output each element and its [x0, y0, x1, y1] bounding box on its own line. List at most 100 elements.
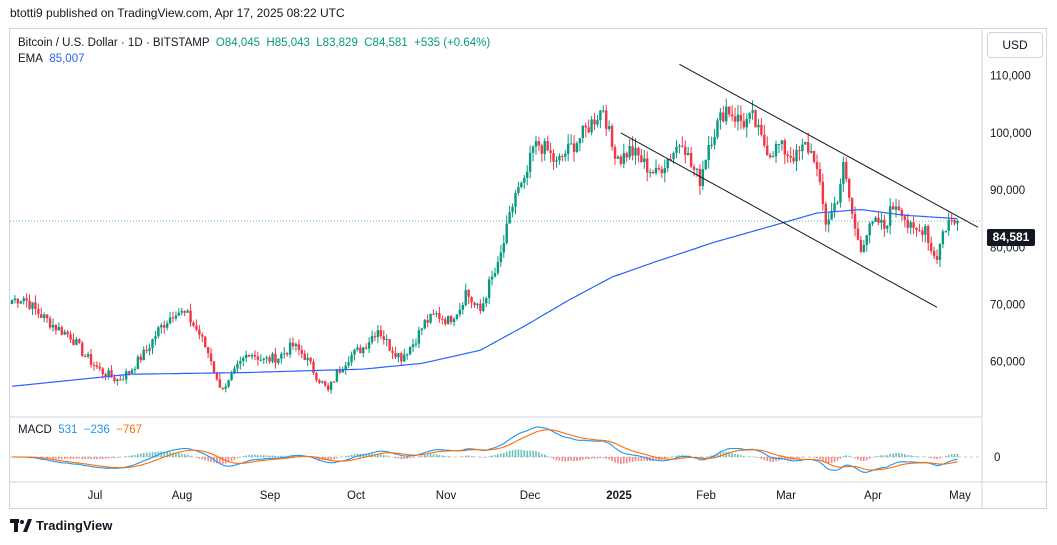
candle-body: [569, 143, 573, 145]
candle-body: [417, 330, 421, 344]
candle-body: [605, 110, 608, 129]
macd-hist-bar: [702, 457, 704, 459]
candle-body: [918, 230, 921, 232]
macd-hist-bar: [283, 455, 286, 457]
x-tick-label: Sep: [260, 490, 280, 502]
macd-hist-bar: [327, 457, 329, 461]
candle-body: [192, 322, 195, 326]
candle-body: [695, 168, 699, 170]
macd-hist-bar: [798, 457, 801, 459]
macd-hist-bar: [933, 457, 935, 459]
candle-body: [280, 353, 283, 359]
macd-hist-bar: [871, 457, 874, 458]
candle-body: [54, 324, 58, 331]
macd-hist-bar: [344, 456, 347, 457]
candle-body: [757, 124, 760, 128]
candle-body: [648, 172, 652, 174]
candle-body: [566, 143, 570, 154]
macd-hist-bar: [385, 455, 388, 457]
macd-hist-bar: [93, 457, 95, 460]
candle-body: [239, 360, 242, 364]
candle-body: [531, 146, 535, 153]
macd-hist-bar: [529, 450, 531, 457]
candle-body: [329, 381, 333, 390]
candle-body: [124, 371, 128, 380]
candle-body: [446, 316, 450, 324]
macd-hist-bar: [863, 457, 865, 462]
candle-body: [89, 354, 93, 365]
candle-body: [496, 261, 500, 274]
macd-hist-bar: [912, 455, 915, 457]
macd-hist-bar: [78, 457, 81, 459]
candle-body: [710, 144, 713, 146]
candle-body: [523, 177, 526, 183]
candle-body: [154, 336, 157, 340]
candle-body: [745, 118, 748, 128]
candle-body: [332, 381, 336, 383]
candle-body: [157, 327, 160, 337]
macd-hist-bar: [473, 456, 476, 457]
macd-hist-bar: [262, 455, 265, 457]
chart-frame[interactable]: [9, 28, 1047, 509]
candle-body: [394, 352, 397, 358]
macd-hist-bar: [394, 457, 397, 459]
candle-body: [168, 317, 172, 324]
candle-body: [420, 328, 424, 331]
candle-body: [321, 381, 324, 383]
macd-hist-bar: [760, 457, 763, 459]
candle-body: [511, 206, 514, 213]
macd-hist-bar: [479, 457, 482, 458]
candle-body: [104, 374, 107, 377]
macd-hist-bar: [55, 457, 57, 460]
candle-body: [886, 225, 889, 229]
candle-body: [34, 302, 37, 309]
candle-body: [16, 298, 20, 304]
macd-hist-bar: [520, 449, 523, 457]
macd-hist-bar: [423, 454, 426, 457]
macd-hist-bar: [561, 457, 564, 462]
candle-body: [499, 252, 503, 262]
macd-hist-bar: [772, 457, 774, 463]
candle-body: [528, 152, 532, 172]
candle-body: [602, 110, 605, 112]
macd-hist-bar: [330, 457, 332, 460]
macd-hist-bar: [63, 457, 66, 459]
candle-body: [593, 119, 596, 125]
macd-hist-bar: [543, 454, 546, 457]
candle-body: [95, 365, 99, 367]
candle-body: [514, 193, 517, 207]
y-tick-label: 70,000: [990, 299, 1025, 311]
x-tick-label: May: [949, 490, 971, 502]
candle-body: [827, 219, 830, 225]
close-value: C84,581: [364, 37, 408, 49]
candle-body: [315, 372, 318, 381]
macd-hist-bar: [470, 455, 473, 457]
candle-body: [666, 159, 669, 169]
candle-body: [242, 357, 245, 361]
candle-body: [391, 350, 394, 353]
macd-hist-bar: [248, 455, 250, 457]
macd-signal-line: [12, 429, 958, 471]
macd-hist-bar: [564, 457, 567, 462]
candle-body: [356, 347, 359, 350]
macd-hist-bar: [356, 453, 359, 457]
macd-hist-bar: [640, 457, 643, 461]
macd-hist-bar: [99, 457, 101, 459]
macd-hist-bar: [265, 455, 268, 457]
macd-zero-label: 0: [994, 452, 1000, 464]
y-tick-label: 100,000: [990, 128, 1032, 140]
macd-hist-bar: [377, 453, 379, 457]
candle-body: [938, 244, 942, 260]
macd-hist-bar: [84, 457, 86, 460]
macd-hist-bar: [824, 457, 827, 463]
macd-hist-bar: [260, 455, 262, 457]
candle-body: [338, 369, 342, 373]
candle-body: [78, 339, 81, 343]
candle-body: [165, 323, 169, 328]
candle-body: [177, 312, 181, 316]
candle-body: [148, 348, 151, 351]
macd-hist-bar: [75, 457, 78, 459]
macd-hist-bar: [242, 456, 245, 457]
currency-button[interactable]: USD: [987, 32, 1043, 58]
